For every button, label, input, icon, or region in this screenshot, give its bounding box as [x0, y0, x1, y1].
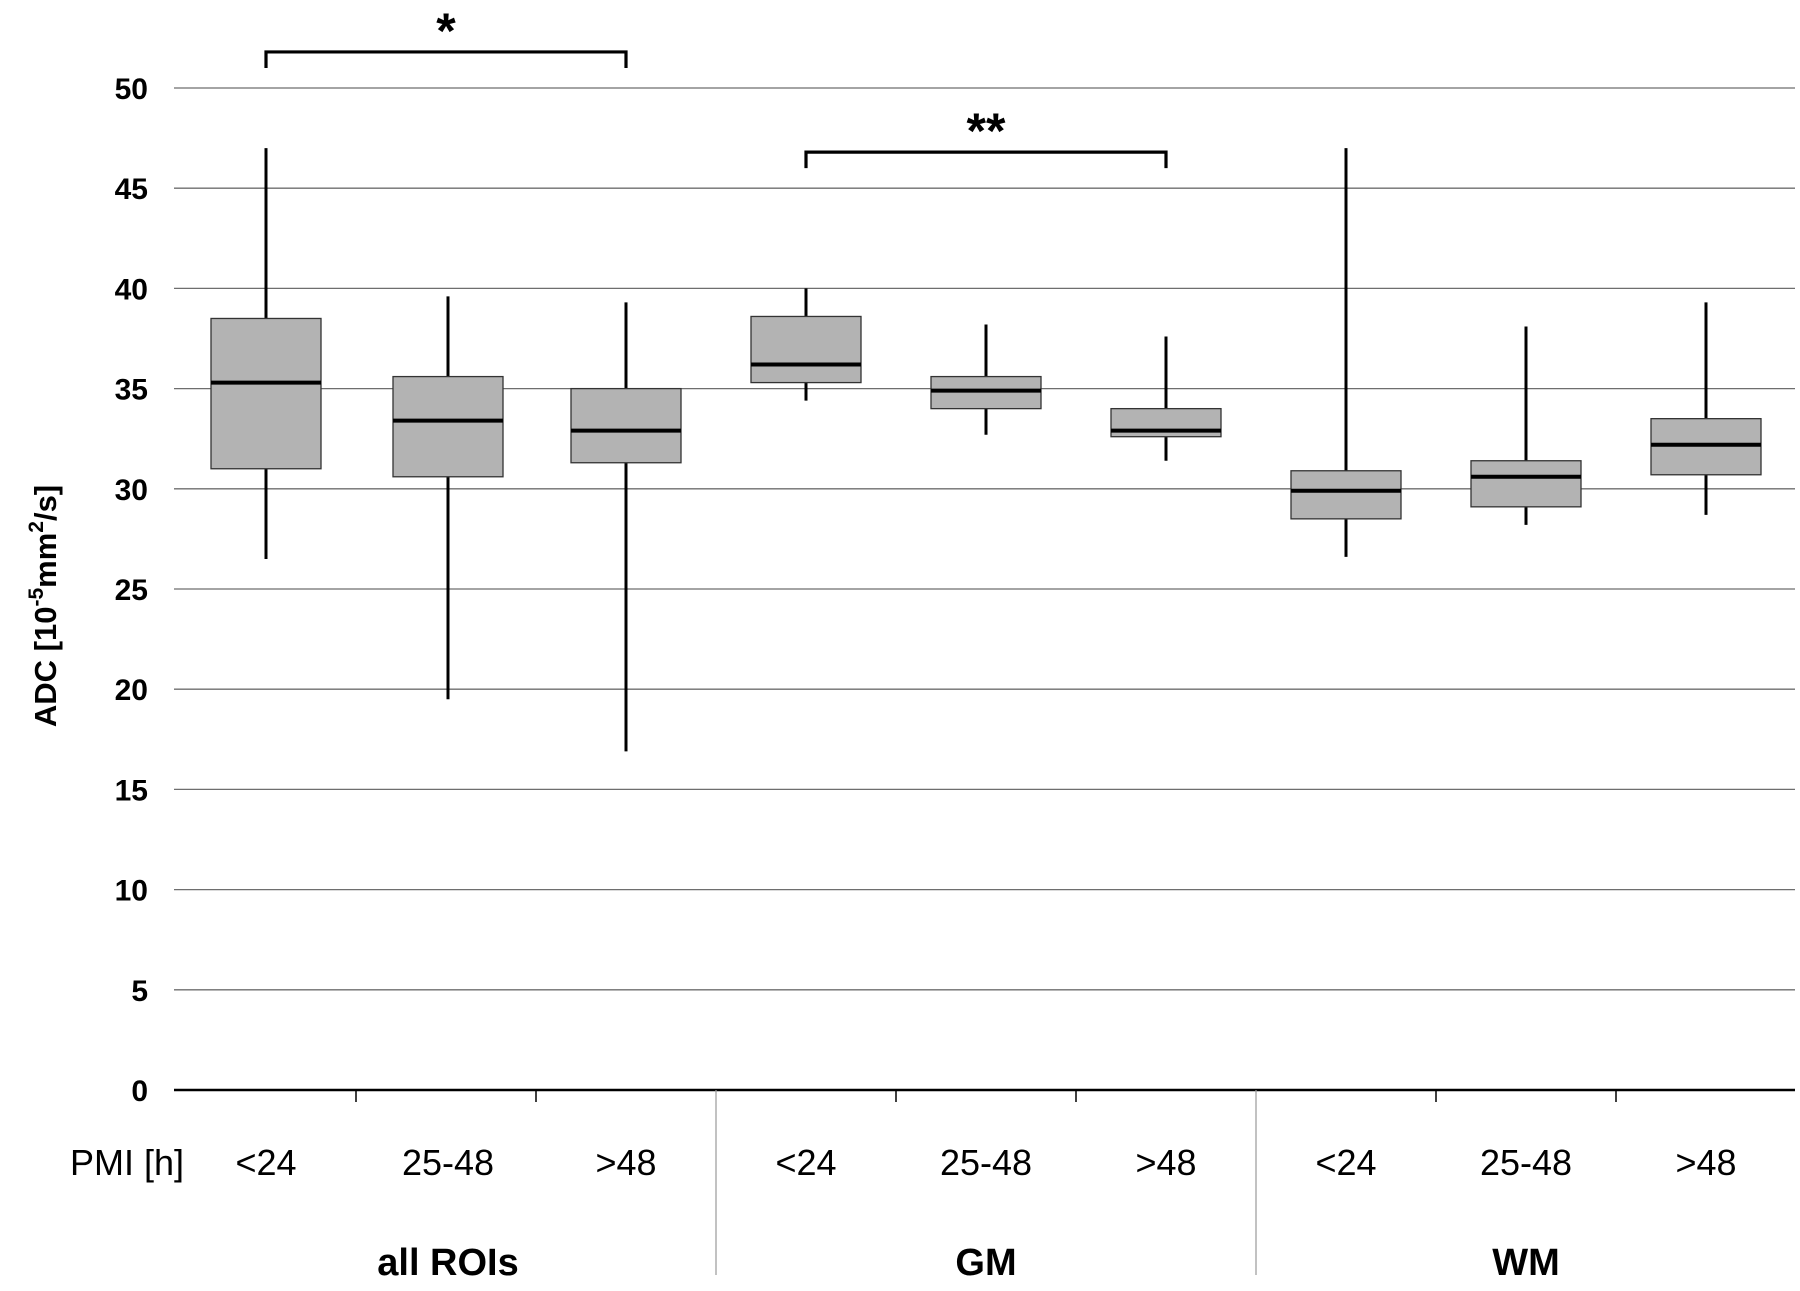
significance-marker: ** [967, 103, 1006, 159]
group-label: GM [955, 1242, 1016, 1284]
y-tick-label: 20 [115, 674, 148, 707]
y-tick-label: 25 [115, 574, 148, 607]
y-tick-label: 45 [115, 173, 148, 206]
y-tick-label: 30 [115, 474, 148, 507]
y-tick-label: 35 [115, 374, 148, 407]
y-tick-label: 5 [131, 975, 148, 1008]
y-tick-label: 15 [115, 774, 148, 807]
box-iqr [750, 315, 862, 384]
box-iqr [570, 387, 682, 464]
significance-marker: * [436, 3, 456, 59]
box-iqr [392, 375, 504, 478]
x-tick-label: <24 [1315, 1142, 1376, 1183]
y-tick-label: 10 [115, 875, 148, 908]
label-layer: 0 5 10 15 20 25 30 35 40 45 50 PMI [h] <24 25-48 >48 al… [70, 73, 1737, 1284]
x-tick-label: >48 [1675, 1142, 1736, 1183]
y-axis-label: ADC [10-5mm2/s] [25, 485, 63, 727]
x-tick-label: 25-48 [940, 1142, 1032, 1183]
x-axis-label: PMI [h] [70, 1142, 184, 1183]
y-tick-label: 0 [131, 1075, 148, 1108]
group-label: all ROIs [377, 1242, 519, 1284]
box-iqr [930, 375, 1042, 410]
group-label: WM [1492, 1242, 1560, 1284]
x-tick-label: <24 [775, 1142, 836, 1183]
box-iqr [1470, 460, 1582, 508]
x-tick-label: >48 [595, 1142, 656, 1183]
annotation-layer: *** [264, 3, 1168, 169]
significance-bracket [804, 150, 1168, 169]
box-iqr [210, 317, 322, 470]
box-iqr [1290, 470, 1402, 520]
y-axis-label-main: ADC [10 [28, 607, 63, 728]
y-axis-label-unit-exponent: 2 [25, 521, 48, 533]
y-tick-label: 40 [115, 273, 148, 306]
box-iqr [1650, 418, 1762, 476]
y-axis-label-unit: mm [28, 533, 63, 588]
x-tick-label: <24 [235, 1142, 296, 1183]
x-tick-label: >48 [1135, 1142, 1196, 1183]
box-layer [210, 148, 1762, 752]
y-axis-label-exponent: -5 [25, 588, 48, 607]
y-tick-label: 50 [115, 73, 148, 106]
x-tick-label: 25-48 [1480, 1142, 1572, 1183]
grid-layer [174, 87, 1795, 991]
axis-layer [174, 1088, 1795, 1275]
significance-bracket [264, 50, 628, 68]
x-tick-label: 25-48 [402, 1142, 494, 1183]
y-axis-label-end: /s] [28, 485, 63, 521]
